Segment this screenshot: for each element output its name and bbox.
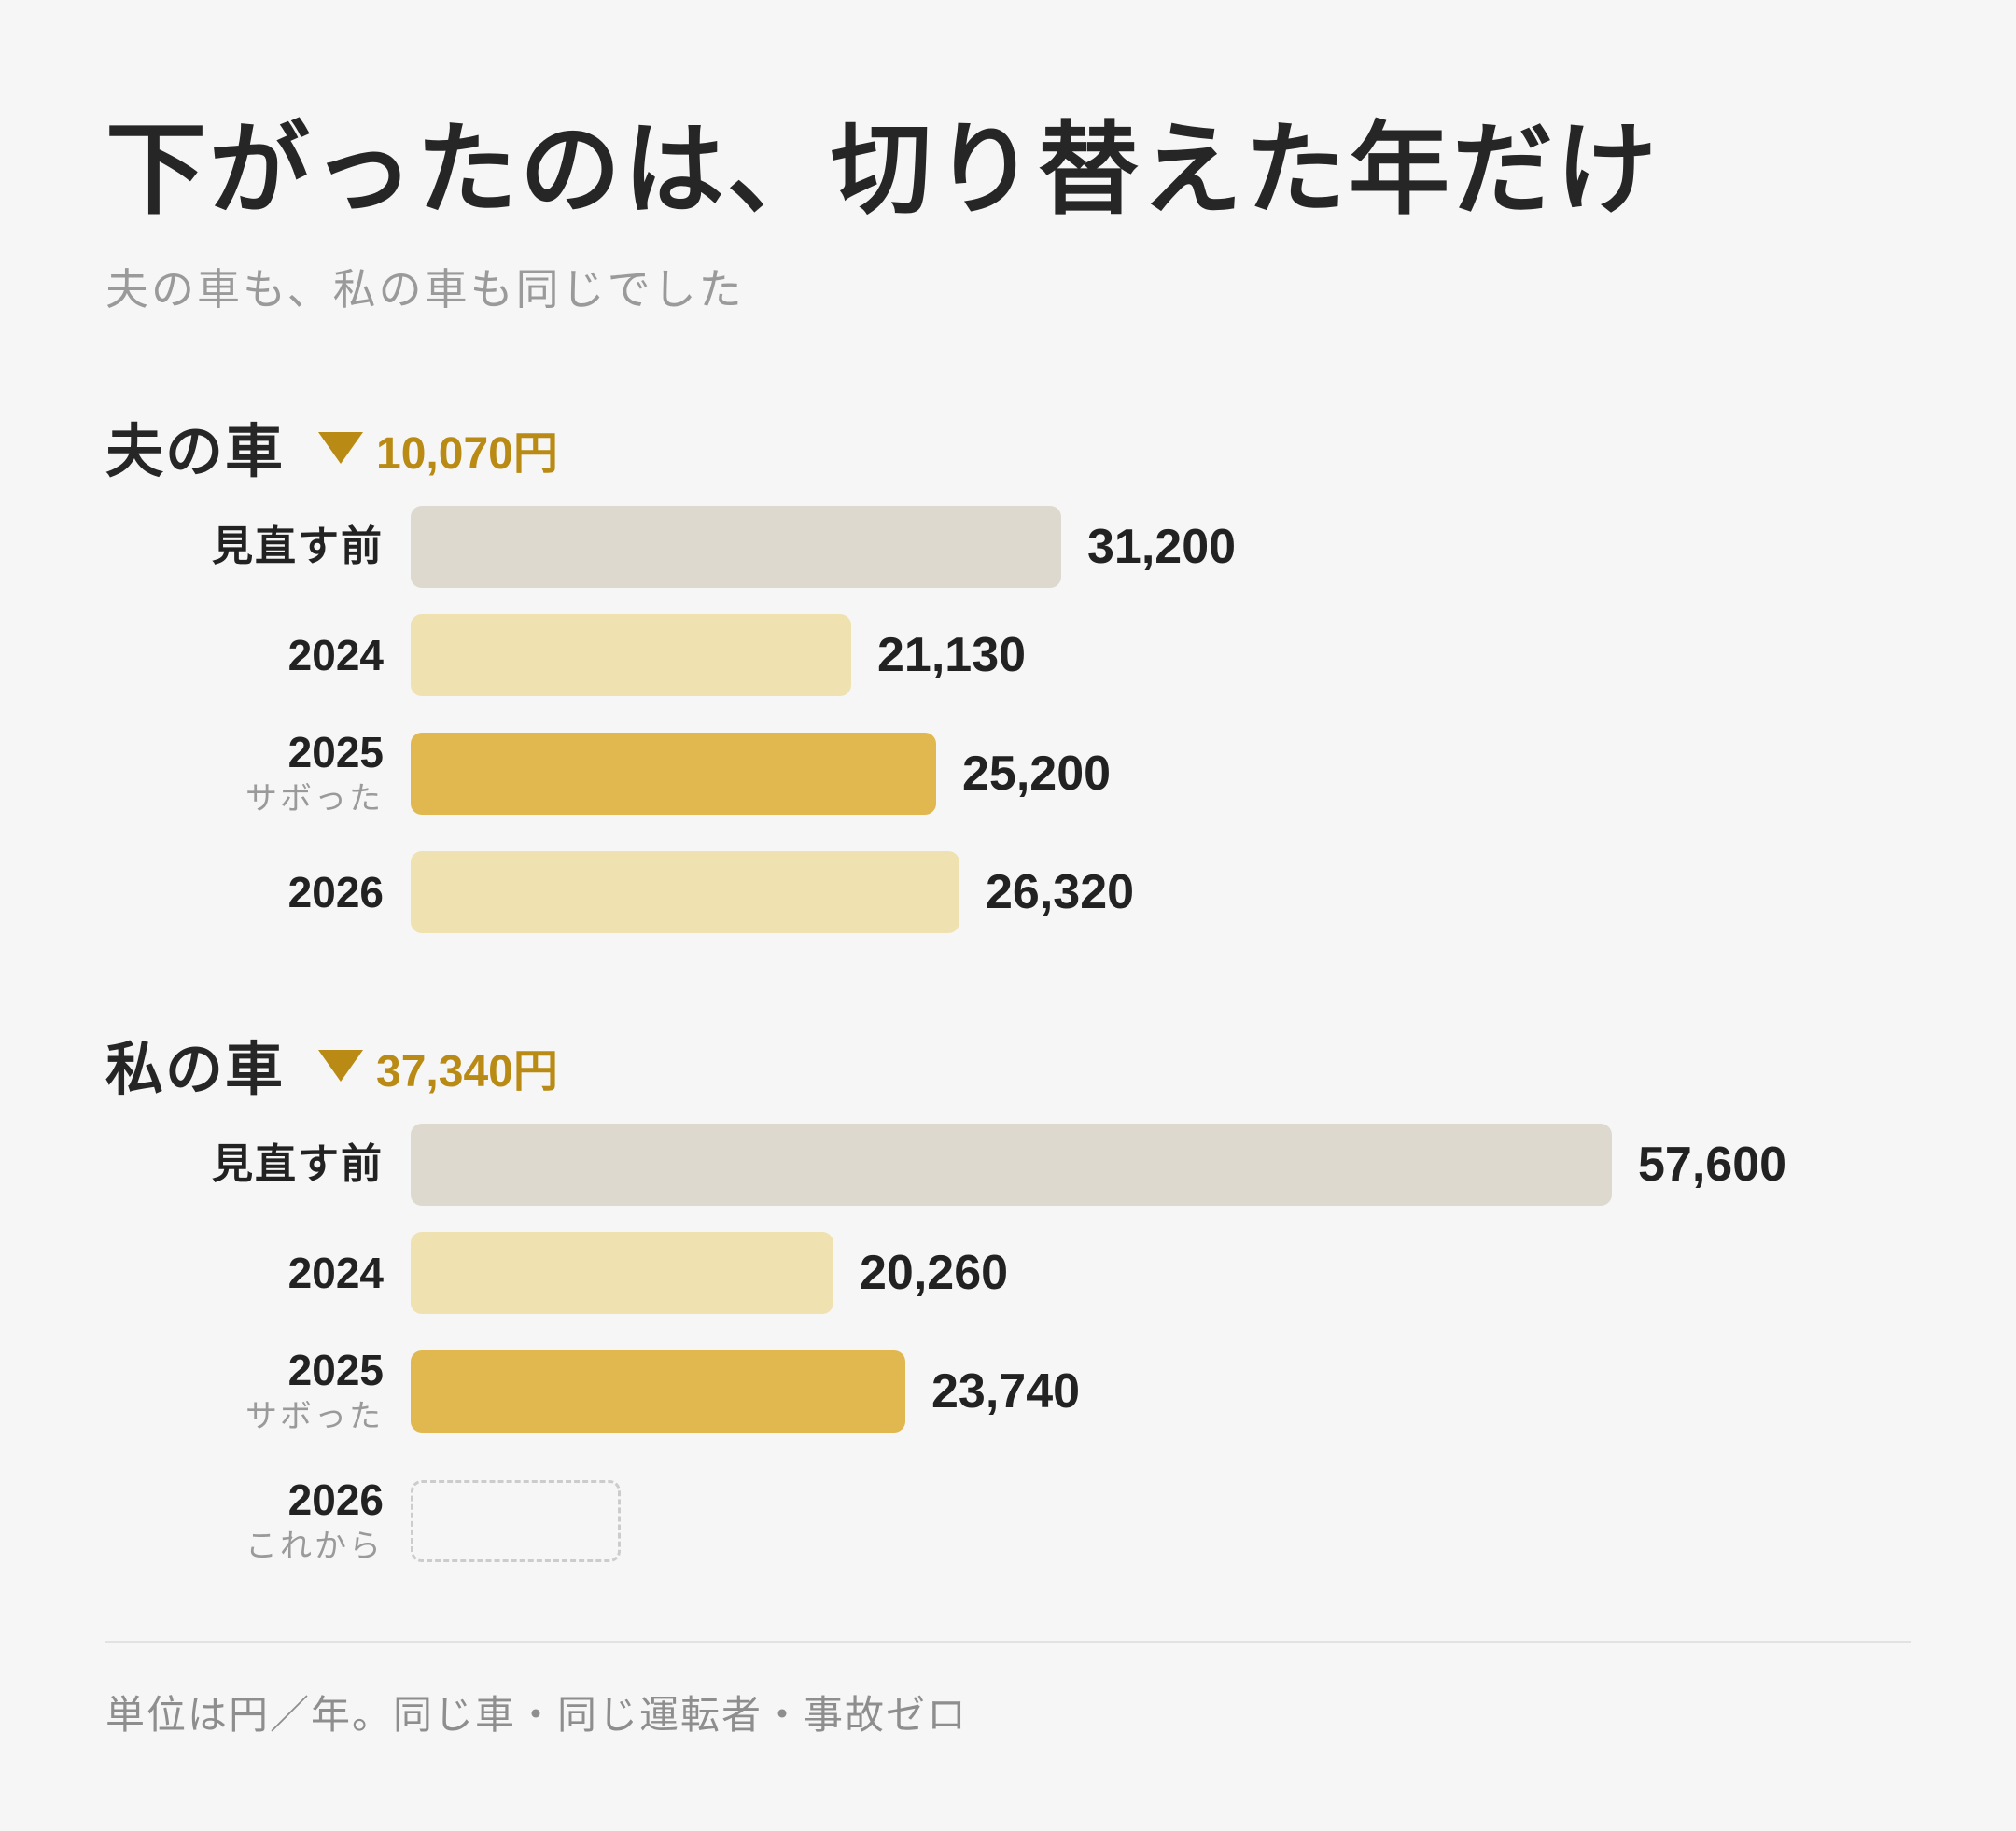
category-label-text: 2024 xyxy=(287,1248,384,1297)
chart-subtitle: 夫の車も、私の車も同じでした xyxy=(105,264,745,314)
category-note: サボった xyxy=(245,1397,384,1435)
bar xyxy=(411,506,1061,588)
category-label-text: 2025 xyxy=(287,1346,384,1395)
data-label: 57,600 xyxy=(1638,1138,1787,1192)
section-title-mine: 私の車 xyxy=(105,1035,286,1103)
down-triangle-icon xyxy=(318,1050,364,1082)
category-label-text: 見直す前 xyxy=(212,522,384,570)
category-label: 2026 これから xyxy=(245,1476,384,1565)
category-label: 見直す前 xyxy=(212,1124,384,1206)
down-triangle-icon xyxy=(318,432,364,464)
category-label: 2026 xyxy=(288,851,384,933)
bar-row: 2024 20,260 xyxy=(0,1232,2016,1314)
data-label: 26,320 xyxy=(986,865,1135,919)
category-label: 2024 xyxy=(288,1232,384,1314)
category-label: 2025 サボった xyxy=(245,1346,384,1435)
bar-row: 見直す前 57,600 xyxy=(0,1124,2016,1206)
category-label: 2025 サボった xyxy=(245,729,384,818)
footnote: 単位は円／年。同じ車・同じ運転者・事故ゼロ xyxy=(105,1692,969,1738)
category-label-text: 2025 xyxy=(287,728,384,777)
category-label-text: 見直す前 xyxy=(212,1139,384,1188)
section-header-husband: 夫の車 10,070円 xyxy=(105,409,558,485)
category-note: これから xyxy=(245,1527,384,1565)
divider xyxy=(105,1641,1911,1643)
bar xyxy=(411,614,851,696)
bar xyxy=(411,733,936,815)
savings-delta-husband: 10,070円 xyxy=(376,429,558,479)
data-label: 31,200 xyxy=(1087,520,1237,574)
bar-row: 2024 21,130 xyxy=(0,614,2016,696)
category-label-text: 2024 xyxy=(287,630,384,679)
bar-row: 2025 サボった 23,740 xyxy=(0,1346,2016,1435)
section-header-mine: 私の車 37,340円 xyxy=(105,1027,558,1103)
bar-row: 2025 サボった 25,200 xyxy=(0,729,2016,818)
bar-row: 2026 これから xyxy=(0,1476,2016,1565)
savings-delta-mine: 37,340円 xyxy=(376,1047,558,1097)
section-title-husband: 夫の車 xyxy=(105,417,286,485)
bar xyxy=(411,1124,1612,1206)
chart-title: 下がったのは、切り替えた年だけ xyxy=(105,112,1660,229)
bar-row: 2026 26,320 xyxy=(0,851,2016,933)
bar xyxy=(411,1232,833,1314)
data-label: 23,740 xyxy=(931,1364,1081,1419)
category-label-text: 2026 xyxy=(287,867,384,916)
data-label: 25,200 xyxy=(962,747,1112,801)
bar-row: 見直す前 31,200 xyxy=(0,506,2016,588)
category-note: サボった xyxy=(245,779,384,818)
bar-placeholder xyxy=(411,1480,621,1562)
data-label: 21,130 xyxy=(877,628,1027,682)
bar xyxy=(411,1350,905,1433)
bar xyxy=(411,851,959,933)
data-label: 20,260 xyxy=(860,1246,1009,1300)
category-label: 2024 xyxy=(288,614,384,696)
category-label: 見直す前 xyxy=(212,506,384,588)
category-label-text: 2026 xyxy=(287,1475,384,1525)
